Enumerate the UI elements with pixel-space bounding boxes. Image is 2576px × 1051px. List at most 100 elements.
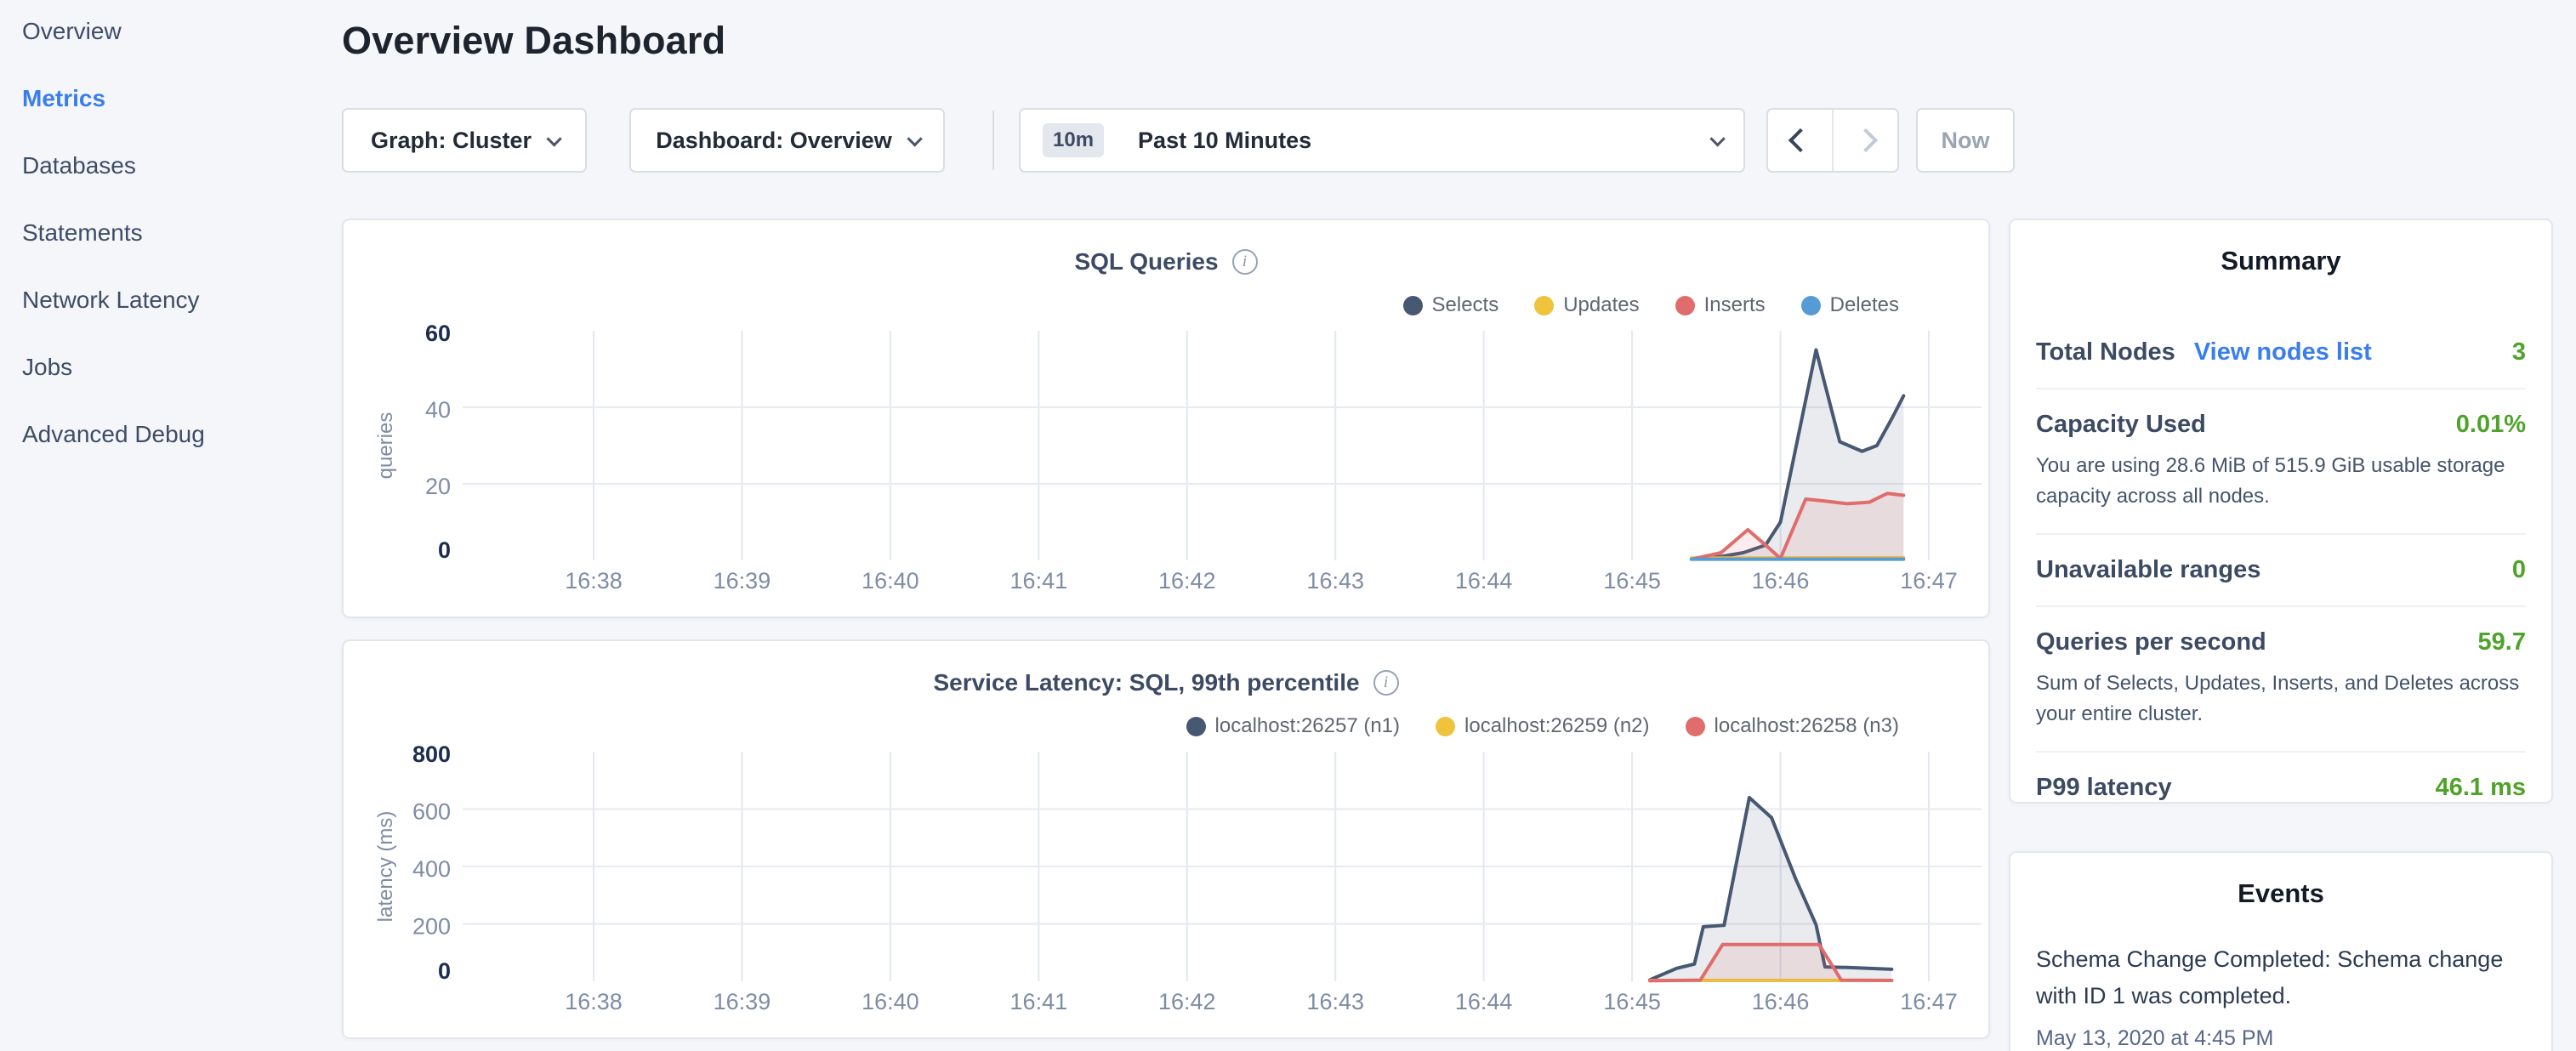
legend-item: Deletes <box>1800 293 1899 317</box>
sidebar-item-jobs[interactable]: Jobs <box>22 354 73 380</box>
svg-text:latency (ms): latency (ms) <box>374 811 397 923</box>
legend-dot-icon <box>1402 295 1423 315</box>
summary-row-queries-per-second: Queries per second 59.7 Sum of Selects, … <box>2036 607 2526 753</box>
chart-axis-labels: 0 20 40 60 16:38 16:39 16:40 16:41 16:42 16:43 16:… <box>374 321 1958 594</box>
summary-row-label: Total Nodes <box>2036 338 2175 366</box>
svg-text:16:41: 16:41 <box>1010 568 1068 594</box>
svg-text:16:45: 16:45 <box>1603 568 1661 594</box>
svg-text:600: 600 <box>412 799 451 825</box>
events-panel: Events Schema Change Completed: Schema c… <box>2009 851 2553 1051</box>
graph-scope-dropdown[interactable]: Graph: Cluster <box>342 108 587 173</box>
svg-text:16:43: 16:43 <box>1306 568 1364 594</box>
legend-item: localhost:26258 (n3) <box>1685 714 1899 738</box>
svg-text:16:46: 16:46 <box>1752 568 1810 594</box>
svg-text:16:44: 16:44 <box>1455 989 1513 1014</box>
legend-dot-icon <box>1186 716 1206 736</box>
chart-gridlines <box>463 331 1982 560</box>
sql-queries-chart-card: 0 20 40 60 16:38 16:39 16:40 16:41 16:42 16:43 16:… <box>342 219 1990 618</box>
info-icon[interactable]: i <box>1373 670 1399 696</box>
now-button[interactable]: Now <box>1916 108 2015 173</box>
legend-label: Updates <box>1563 293 1640 316</box>
events-title: Events <box>2238 878 2324 908</box>
sidebar-item-advanced-debug[interactable]: Advanced Debug <box>22 421 205 447</box>
svg-text:queries: queries <box>374 412 397 480</box>
svg-text:40: 40 <box>425 397 451 423</box>
legend-label: localhost:26257 (n1) <box>1214 714 1401 737</box>
chart-title: Service Latency: SQL, 99th percentile <box>933 669 1360 696</box>
legend-label: localhost:26258 (n3) <box>1714 714 1899 737</box>
graph-scope-dropdown-label: Graph: Cluster <box>370 127 532 153</box>
chevron-left-icon <box>1788 128 1812 153</box>
chart-gridlines <box>463 752 1982 981</box>
sidebar-item-metrics[interactable]: Metrics <box>22 85 106 111</box>
legend-dot-icon <box>1436 716 1456 736</box>
svg-text:16:40: 16:40 <box>862 989 919 1014</box>
svg-text:60: 60 <box>425 321 451 346</box>
legend-dot-icon <box>1685 716 1705 736</box>
chart-legend: Selects Updates Inserts Deletes <box>1402 293 1899 317</box>
time-range-dropdown[interactable]: 10m Past 10 Minutes <box>1019 108 1745 173</box>
event-item-text[interactable]: Schema Change Completed: Schema change w… <box>2036 946 2504 1009</box>
svg-text:16:43: 16:43 <box>1306 989 1364 1014</box>
svg-text:16:42: 16:42 <box>1158 989 1216 1014</box>
legend-label: Inserts <box>1703 293 1766 316</box>
summary-row-description: You are using 28.6 MiB of 515.9 GiB usab… <box>2036 454 2505 508</box>
legend-item: localhost:26259 (n2) <box>1436 714 1650 738</box>
legend-item: Selects <box>1402 293 1498 317</box>
summary-row-label: P99 latency <box>2036 774 2172 801</box>
svg-text:0: 0 <box>438 537 451 563</box>
legend-item: Inserts <box>1675 293 1766 317</box>
chevron-down-icon <box>546 130 562 147</box>
chart-axis-labels: 0 200 400 600 800 16:38 16:39 16:40 16:41 16:42 16… <box>374 741 1958 1014</box>
svg-text:16:39: 16:39 <box>714 989 771 1014</box>
svg-text:16:47: 16:47 <box>1900 568 1958 594</box>
time-range-badge: 10m <box>1043 123 1105 157</box>
chart-title: SQL Queries <box>1074 248 1219 275</box>
sidebar-item-network-latency[interactable]: Network Latency <box>22 287 200 313</box>
controls-divider <box>992 111 994 170</box>
chart-legend: localhost:26257 (n1) localhost:26259 (n2)… <box>1186 714 1899 738</box>
legend-label: localhost:26259 (n2) <box>1464 714 1650 737</box>
time-shift-group <box>1766 108 1899 173</box>
summary-row-description: Sum of Selects, Updates, Inserts, and De… <box>2036 672 2520 725</box>
svg-text:16:44: 16:44 <box>1455 568 1513 594</box>
svg-text:16:47: 16:47 <box>1900 989 1958 1014</box>
dashboard-dropdown-label: Dashboard: Overview <box>656 127 892 153</box>
svg-text:16:46: 16:46 <box>1752 989 1810 1014</box>
event-item-timestamp: May 13, 2020 at 4:45 PM <box>2036 1026 2274 1051</box>
chart-series <box>1689 348 1906 561</box>
summary-row-value: 0 <box>2511 556 2526 583</box>
legend-item: localhost:26257 (n1) <box>1186 714 1400 738</box>
summary-row-label: Capacity Used <box>2036 411 2206 438</box>
view-nodes-list-link[interactable]: View nodes list <box>2193 338 2372 366</box>
summary-row-value: 59.7 <box>2477 628 2526 656</box>
svg-text:16:40: 16:40 <box>862 568 919 594</box>
svg-text:16:39: 16:39 <box>714 568 771 594</box>
time-shift-forward-button[interactable] <box>1832 110 1897 171</box>
chevron-down-icon <box>907 130 923 147</box>
dashboard-dropdown[interactable]: Dashboard: Overview <box>629 108 945 173</box>
summary-panel: Summary Total Nodes View nodes list 3 Ca… <box>2009 219 2553 804</box>
sidebar-item-overview[interactable]: Overview <box>22 18 122 44</box>
sidebar-item-databases[interactable]: Databases <box>22 152 136 179</box>
summary-row-value: 46.1 ms <box>2435 774 2526 801</box>
svg-text:200: 200 <box>412 914 451 940</box>
sql-queries-chart: 0 20 40 60 16:38 16:39 16:40 16:41 16:42 16:43 16:… <box>374 321 1982 594</box>
service-latency-chart: 0 200 400 600 800 16:38 16:39 16:40 16:41 16:42 16… <box>374 741 1982 1014</box>
summary-row-value: 0.01% <box>2455 411 2526 438</box>
sidebar-item-statements[interactable]: Statements <box>22 219 143 246</box>
svg-text:16:42: 16:42 <box>1158 568 1216 594</box>
legend-dot-icon <box>1534 295 1555 315</box>
legend-label: Deletes <box>1829 293 1899 316</box>
summary-row-unavailable-ranges: Unavailable ranges 0 <box>2036 535 2526 607</box>
summary-title: Summary <box>2221 246 2341 276</box>
summary-row-p99-latency: P99 latency 46.1 ms <box>2036 753 2526 823</box>
time-shift-back-button[interactable] <box>1768 110 1832 171</box>
summary-row-label: Unavailable ranges <box>2036 556 2261 583</box>
svg-text:16:41: 16:41 <box>1010 989 1068 1014</box>
legend-dot-icon <box>1800 295 1821 315</box>
info-icon[interactable]: i <box>1231 249 1258 275</box>
chevron-down-icon <box>1709 130 1726 147</box>
chart-series <box>1648 796 1894 983</box>
